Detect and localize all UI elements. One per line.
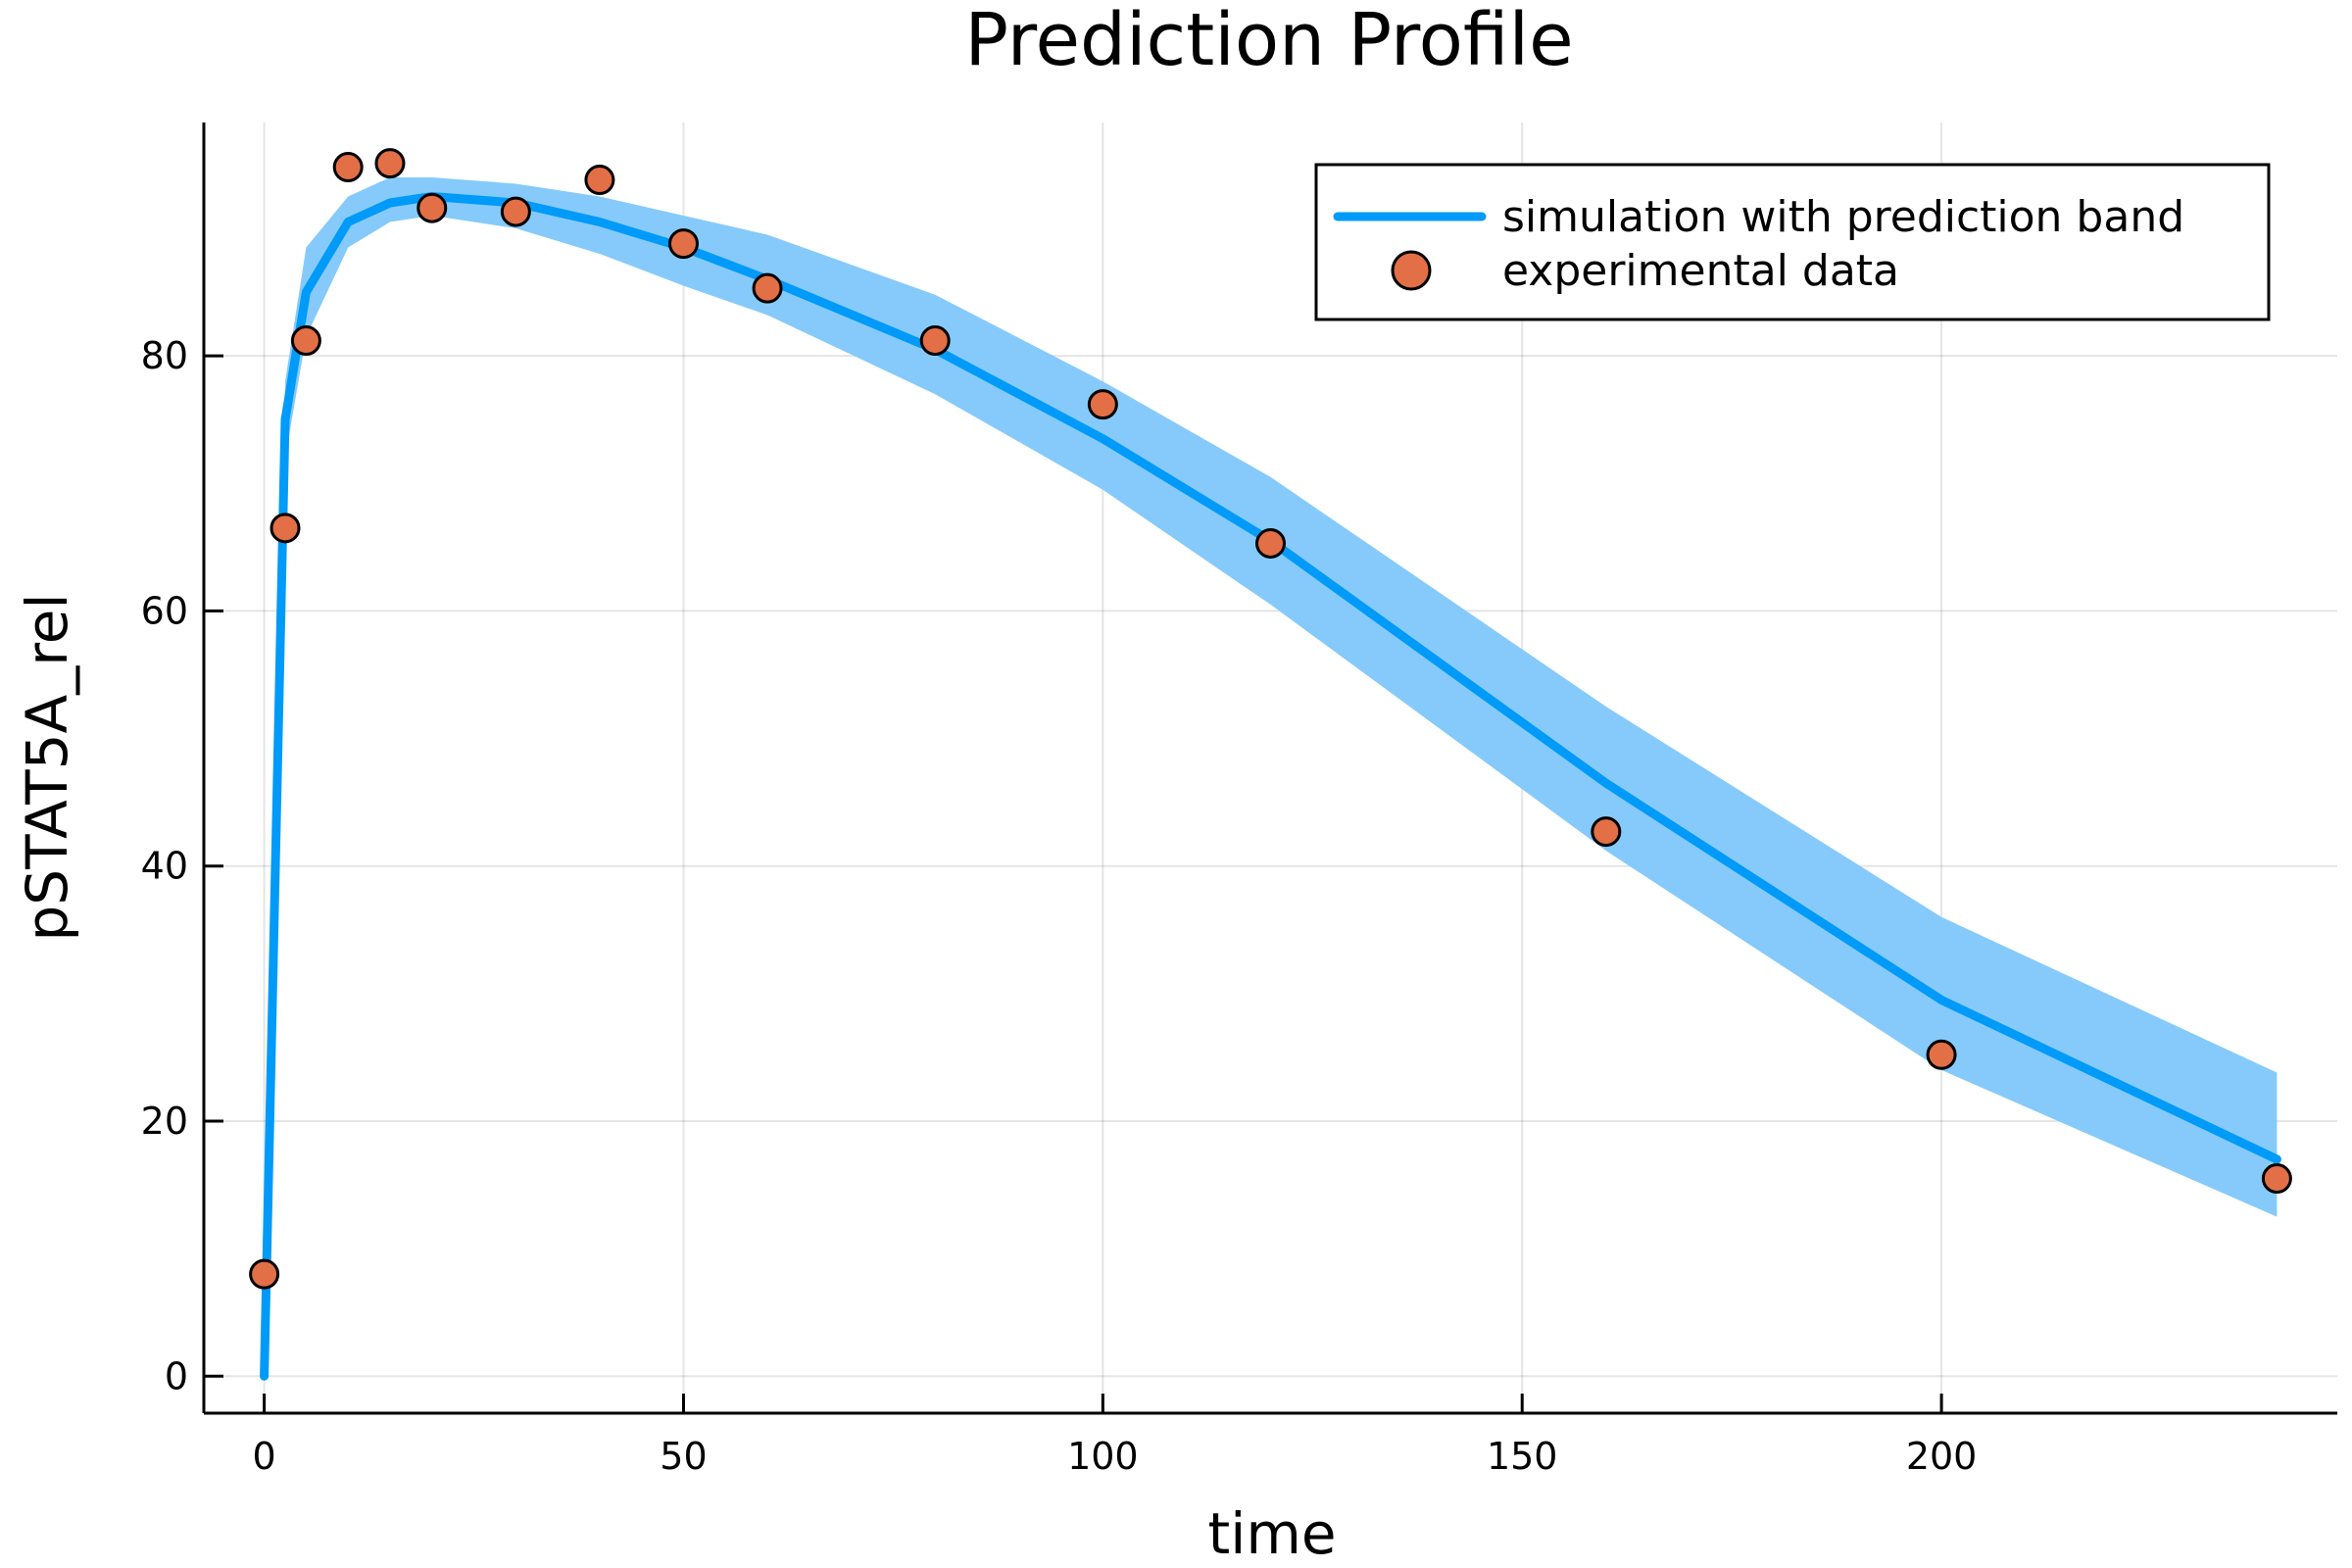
data-point-6	[500, 196, 531, 227]
x-axis-title: time	[1207, 1500, 1336, 1567]
axes	[202, 122, 2337, 1415]
y-tick-label-0: 0	[165, 1354, 188, 1397]
data-point-1	[270, 513, 301, 544]
data-point-10	[919, 325, 951, 357]
simulation-line	[260, 192, 2281, 1381]
simulation-line-layer	[260, 192, 2281, 1381]
legend-box	[1314, 163, 2271, 321]
data-point-4	[374, 148, 406, 179]
legend-point-swatch	[1391, 250, 1432, 291]
data-point-9	[752, 272, 783, 304]
prediction-band	[264, 177, 2278, 1377]
chart-title: Prediction Profile	[964, 0, 1573, 82]
x-tick-label-0: 0	[253, 1435, 276, 1478]
y-tick-label-80: 80	[141, 334, 188, 377]
data-point-0	[249, 1258, 280, 1290]
legend: simulation with prediction band experime…	[1314, 163, 2271, 321]
data-point-13	[1591, 816, 1622, 848]
data-point-12	[1255, 527, 1286, 559]
data-point-15	[2261, 1163, 2292, 1195]
experimental-points-layer	[249, 148, 2292, 1290]
y-axis-title: pSTAT5A_rel	[14, 593, 80, 941]
data-point-14	[1926, 1039, 1957, 1070]
prediction-band-layer	[264, 177, 2278, 1377]
data-point-2	[290, 325, 321, 357]
legend-label-experimental: experimental data	[1502, 246, 1899, 296]
data-point-8	[667, 228, 699, 260]
y-tick-label-40: 40	[141, 845, 188, 888]
x-tick-label-150: 150	[1487, 1435, 1558, 1478]
data-point-5	[416, 192, 448, 223]
y-tick-label-60: 60	[141, 589, 188, 632]
y-tick-label-20: 20	[141, 1100, 188, 1143]
data-point-11	[1087, 389, 1118, 420]
x-tick-label-200: 200	[1906, 1435, 1978, 1478]
data-point-3	[332, 152, 364, 183]
tick-labels: 0 50 100 150 200 0 20 40 60 80	[141, 334, 1978, 1478]
x-tick-label-100: 100	[1067, 1435, 1139, 1478]
x-tick-label-50: 50	[660, 1435, 707, 1478]
data-point-7	[584, 165, 615, 196]
legend-label-simulation: simulation with prediction band	[1502, 192, 2184, 242]
grid-layer	[204, 122, 2337, 1413]
